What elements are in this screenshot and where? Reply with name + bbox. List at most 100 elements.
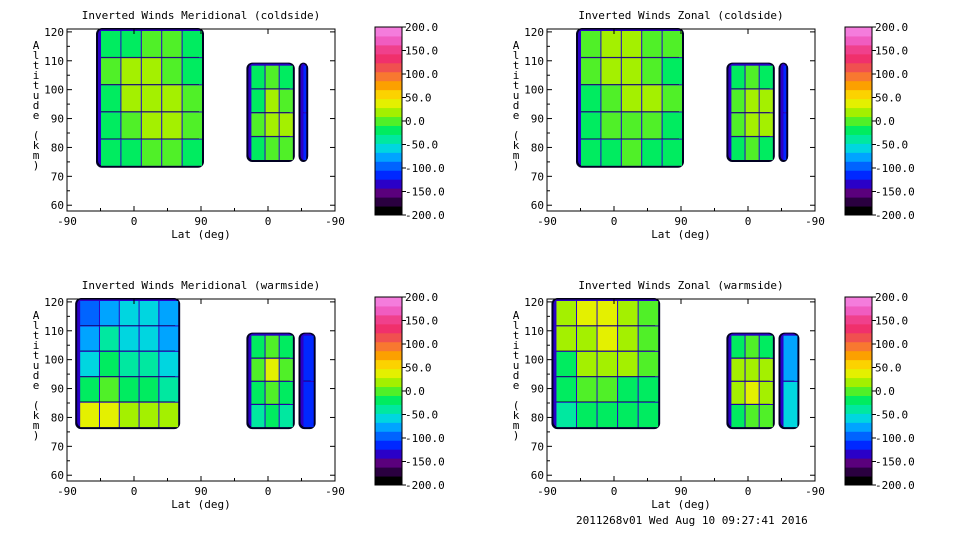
data-cell: [279, 358, 293, 381]
data-cell: [162, 85, 182, 112]
colorbar-tick-label: 200.0: [875, 291, 908, 304]
colorbar-swatch: [375, 404, 402, 414]
data-cell: [601, 85, 621, 112]
data-cell: [556, 301, 576, 326]
data-region-3: [298, 62, 309, 162]
data-cell: [745, 381, 759, 404]
chart-panel-2: Inverted Winds Zonal (coldside) 60 70 80 90 1…: [513, 9, 915, 241]
data-cell: [759, 65, 773, 89]
data-cell: [251, 381, 265, 404]
colorbar-swatch: [375, 413, 402, 423]
colorbar-swatch: [845, 377, 872, 388]
colorbar-swatch: [845, 44, 872, 55]
data-cell: [556, 326, 576, 351]
colorbar-swatch: [375, 314, 402, 325]
y-tick-label: 120: [44, 296, 64, 309]
data-cell: [576, 301, 597, 326]
data-region-2: [726, 62, 775, 162]
data-cell: [662, 58, 682, 85]
colorbar-swatch: [845, 116, 872, 126]
data-cell: [141, 112, 162, 139]
data-cell: [162, 139, 182, 166]
colorbar-swatch: [375, 197, 402, 207]
colorbar-swatch: [845, 143, 872, 153]
data-cell: [662, 139, 682, 166]
data-cell: [251, 405, 265, 428]
data-cell: [618, 377, 638, 402]
y-tick-label: 70: [531, 440, 544, 453]
colorbar-tick-label: -50.0: [875, 409, 908, 422]
colorbar-swatch: [845, 71, 872, 82]
colorbar-swatch: [845, 413, 872, 423]
data-cell: [99, 301, 119, 326]
colorbar-tick-label: -200.0: [405, 209, 445, 222]
x-tick-label: 90: [194, 485, 207, 498]
data-cell: [581, 85, 601, 112]
colorbar-swatch: [845, 53, 872, 64]
colorbar-swatch: [375, 107, 402, 118]
y-tick-label: 80: [531, 411, 544, 424]
colorbar-swatch: [375, 80, 402, 91]
chart-title: Inverted Winds Meridional (coldside): [82, 9, 320, 22]
data-cell: [597, 351, 618, 377]
y-tick-label: 110: [524, 325, 544, 338]
data-cell: [182, 139, 202, 166]
data-cell: [731, 113, 745, 137]
data-cell: [601, 31, 621, 58]
data-cell: [618, 402, 638, 428]
data-cell: [119, 402, 139, 428]
data-region-1: [96, 28, 204, 168]
data-cell: [783, 335, 798, 381]
colorbar-swatch: [375, 449, 402, 459]
colorbar-tick-label: 200.0: [875, 21, 908, 34]
data-cell: [618, 351, 638, 377]
colorbar-swatch: [845, 27, 872, 37]
colorbar-tick-label: 50.0: [405, 362, 432, 375]
y-tick-label: 110: [44, 55, 64, 68]
colorbar-swatch: [845, 323, 872, 334]
x-tick-label: -90: [57, 215, 77, 228]
x-tick-label: 90: [674, 215, 687, 228]
x-tick-label: 0: [131, 485, 138, 498]
colorbar-swatch: [375, 71, 402, 82]
x-axis-label: Lat (deg): [171, 228, 231, 241]
data-cell: [597, 301, 618, 326]
colorbar-tick-label: 0.0: [405, 385, 425, 398]
data-cell: [265, 405, 279, 428]
data-cell: [759, 358, 773, 381]
colorbar: 200.0 150.0 100.0 50.0 0.0 -50.0 -100.0 -150.0 -…: [844, 21, 915, 222]
x-tick-label: 0: [611, 215, 618, 228]
colorbar-swatch: [375, 440, 402, 450]
colorbar-swatch: [845, 368, 872, 379]
colorbar-swatch: [845, 98, 872, 109]
colorbar-swatch: [845, 467, 872, 477]
colorbar-swatch: [375, 143, 402, 153]
colorbar-swatch: [845, 449, 872, 459]
data-cell: [265, 358, 279, 381]
data-cell: [731, 405, 745, 428]
chart-panel-4: Inverted Winds Zonal (warmside) 60 70 80 90 1…: [513, 279, 915, 511]
data-cell: [251, 113, 265, 137]
data-cell: [731, 335, 745, 358]
chart-panel-3: Inverted Winds Meridional (warmside) 60 70…: [33, 279, 445, 511]
data-cell: [597, 326, 618, 351]
data-cell: [745, 405, 759, 428]
data-cell: [159, 351, 179, 377]
y-tick-label: 60: [531, 199, 544, 212]
y-tick-label: 90: [531, 113, 544, 126]
colorbar-swatch: [845, 188, 872, 198]
colorbar-tick-label: -100.0: [405, 432, 445, 445]
y-tick-label: 70: [531, 170, 544, 183]
y-tick-label: 110: [44, 325, 64, 338]
colorbar-swatch: [845, 89, 872, 100]
data-cell: [279, 405, 293, 428]
data-cell: [279, 89, 293, 113]
x-axis-label: Lat (deg): [171, 498, 231, 511]
colorbar-swatch: [845, 359, 872, 370]
colorbar-swatch: [375, 161, 402, 171]
data-cell: [581, 58, 601, 85]
data-cell: [731, 381, 745, 404]
data-cell: [759, 89, 773, 113]
